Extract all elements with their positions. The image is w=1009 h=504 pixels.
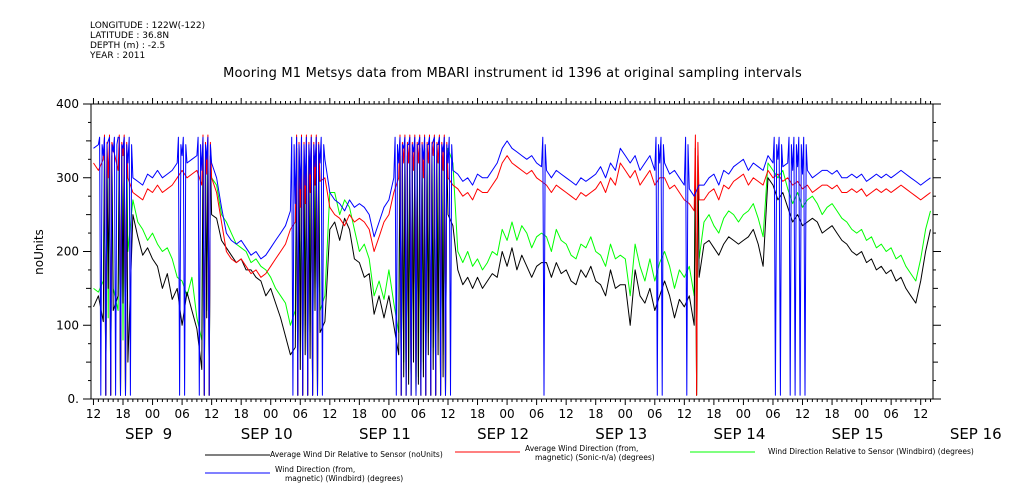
chart-title: Mooring M1 Metsys data from MBARI instru… (223, 66, 802, 81)
y-tick-label: 0. (68, 392, 79, 406)
x-tick-label: 00 (854, 407, 869, 421)
x-tick-label: 00 (381, 407, 396, 421)
x-tick-label: 06 (293, 407, 308, 421)
x-tick-label: 12 (86, 407, 101, 421)
chart-legend: Average Wind Dir Relative to Sensor (noU… (205, 444, 974, 483)
day-label: SEP 12 (477, 425, 529, 443)
series-line-blue (93, 136, 931, 396)
depth-label: DEPTH (m) : -2.5 (90, 41, 166, 51)
day-label: SEP 15 (832, 425, 884, 443)
x-tick-label: 06 (765, 407, 780, 421)
longitude-label: LONGITUDE : 122W(-122) (90, 21, 206, 31)
x-tick-label: 18 (234, 407, 249, 421)
day-label: SEP 11 (359, 425, 411, 443)
x-tick-label: 18 (588, 407, 603, 421)
x-tick-label: 12 (677, 407, 692, 421)
day-label: SEP 10 (241, 425, 293, 443)
x-tick-label: 06 (174, 407, 189, 421)
x-tick-label: 18 (115, 407, 130, 421)
metadata-block: LONGITUDE : 122W(-122) LATITUDE : 36.8N … (90, 21, 205, 61)
x-tick-label: 00 (263, 407, 278, 421)
x-tick-label: 00 (736, 407, 751, 421)
x-tick-label: 06 (529, 407, 544, 421)
x-tick-label: 00 (499, 407, 514, 421)
x-tick-label: 12 (322, 407, 337, 421)
x-tick-label: 06 (411, 407, 426, 421)
x-tick-label: 06 (884, 407, 899, 421)
chart-axes: 0. 100 200 300 400 12 18 00 06 12 18 00 06 12 18 00 06 12… (56, 97, 1002, 443)
x-tick-label: 18 (352, 407, 367, 421)
x-tick-label: 00 (145, 407, 160, 421)
y-tick-label: 200 (56, 245, 79, 259)
x-tick-label: 18 (470, 407, 485, 421)
x-tick-label: 06 (647, 407, 662, 421)
legend-label: Wind Direction Relative to Sensor (Windb… (768, 447, 974, 456)
day-label: SEP 16 (950, 425, 1002, 443)
x-tick-label: 12 (204, 407, 219, 421)
x-tick-label: 12 (559, 407, 574, 421)
latitude-label: LATITUDE : 36.8N (90, 31, 170, 41)
x-tick-label: 12 (440, 407, 455, 421)
chart-series (93, 134, 931, 396)
x-tick-label: 12 (795, 407, 810, 421)
x-tick-label: 18 (706, 407, 721, 421)
x-tick-label: 00 (618, 407, 633, 421)
day-label: SEP 13 (595, 425, 647, 443)
year-label: YEAR : 2011 (90, 51, 146, 61)
y-axis-label: noUnits (32, 229, 46, 275)
day-label: SEP 9 (125, 425, 172, 443)
y-tick-label: 400 (56, 97, 79, 111)
y-tick-label: 100 (56, 318, 79, 332)
legend-label-line2: magnetic) (Sonic-n/a) (degrees) (535, 453, 655, 462)
legend-label: Average Wind Direction (from, (525, 444, 638, 453)
legend-label: Wind Direction (from, (275, 465, 355, 474)
y-tick-label: 300 (56, 171, 79, 185)
x-tick-label: 18 (824, 407, 839, 421)
legend-label-line2: magnetic) (Windbird) (degrees) (285, 474, 403, 483)
day-label: SEP 14 (713, 425, 765, 443)
legend-label: Average Wind Dir Relative to Sensor (noU… (270, 450, 443, 459)
x-tick-label: 12 (913, 407, 928, 421)
